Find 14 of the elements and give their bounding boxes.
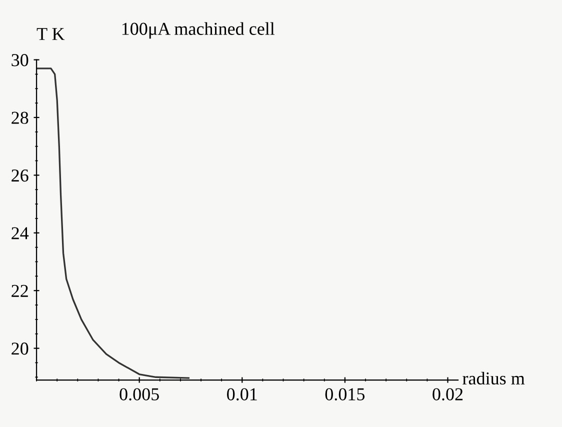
x-tick-label: 0.01 (227, 388, 257, 400)
y-tick-label: 30 (12, 54, 28, 66)
y-tick-label: 24 (12, 227, 29, 240)
y-axis-title: T K (36, 28, 65, 40)
x-axis-title: radius m (462, 372, 525, 385)
x-tick-label: 0.005 (120, 388, 159, 400)
chart-title: 100μA machined cell (122, 22, 275, 39)
y-tick-label: 20 (12, 342, 28, 355)
line-series (36, 68, 190, 379)
y-tick-label: 26 (12, 169, 28, 182)
x-tick-label: 0.015 (325, 388, 365, 400)
y-tick-label: 28 (12, 112, 28, 124)
x-tick-label: 0.02 (432, 388, 463, 400)
y-tick-label: 22 (12, 284, 28, 297)
